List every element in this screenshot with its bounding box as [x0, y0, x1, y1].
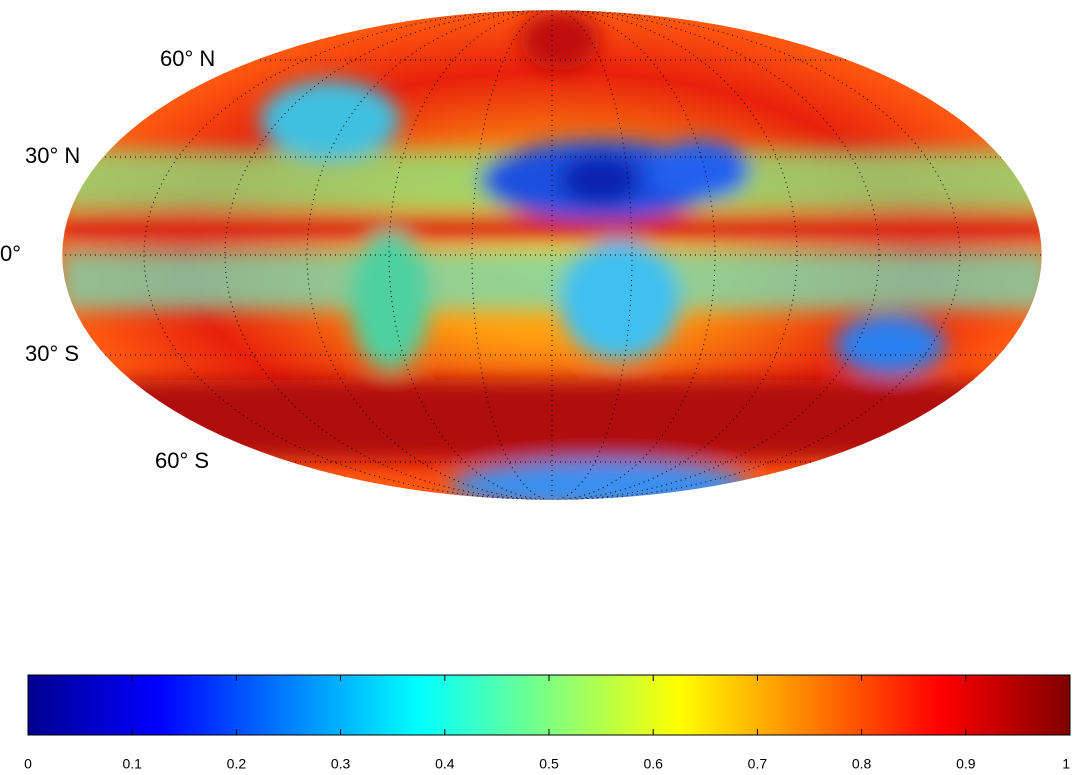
- tick-label: 0.6: [643, 756, 663, 772]
- latitude-label: 0°: [0, 241, 21, 266]
- map: [62, 10, 1042, 500]
- tick-label: 0: [24, 756, 32, 772]
- tick-label: 0.5: [539, 756, 559, 772]
- tick-label: 1: [1062, 756, 1070, 772]
- tick-label: 0.4: [435, 756, 455, 772]
- latitude-label: 60° S: [155, 448, 209, 473]
- latitude-label: 30° N: [25, 143, 80, 168]
- tick-label: 0.7: [748, 756, 768, 772]
- colorbar: [27, 674, 1071, 736]
- tick-label: 0.8: [852, 756, 872, 772]
- latitude-label: 30° S: [25, 341, 79, 366]
- tick-label: 0.9: [956, 756, 976, 772]
- latitude-label: 60° N: [160, 46, 215, 71]
- tick-label: 0.3: [331, 756, 351, 772]
- tick-label: 0.1: [122, 756, 142, 772]
- tick-label: 0.2: [227, 756, 247, 772]
